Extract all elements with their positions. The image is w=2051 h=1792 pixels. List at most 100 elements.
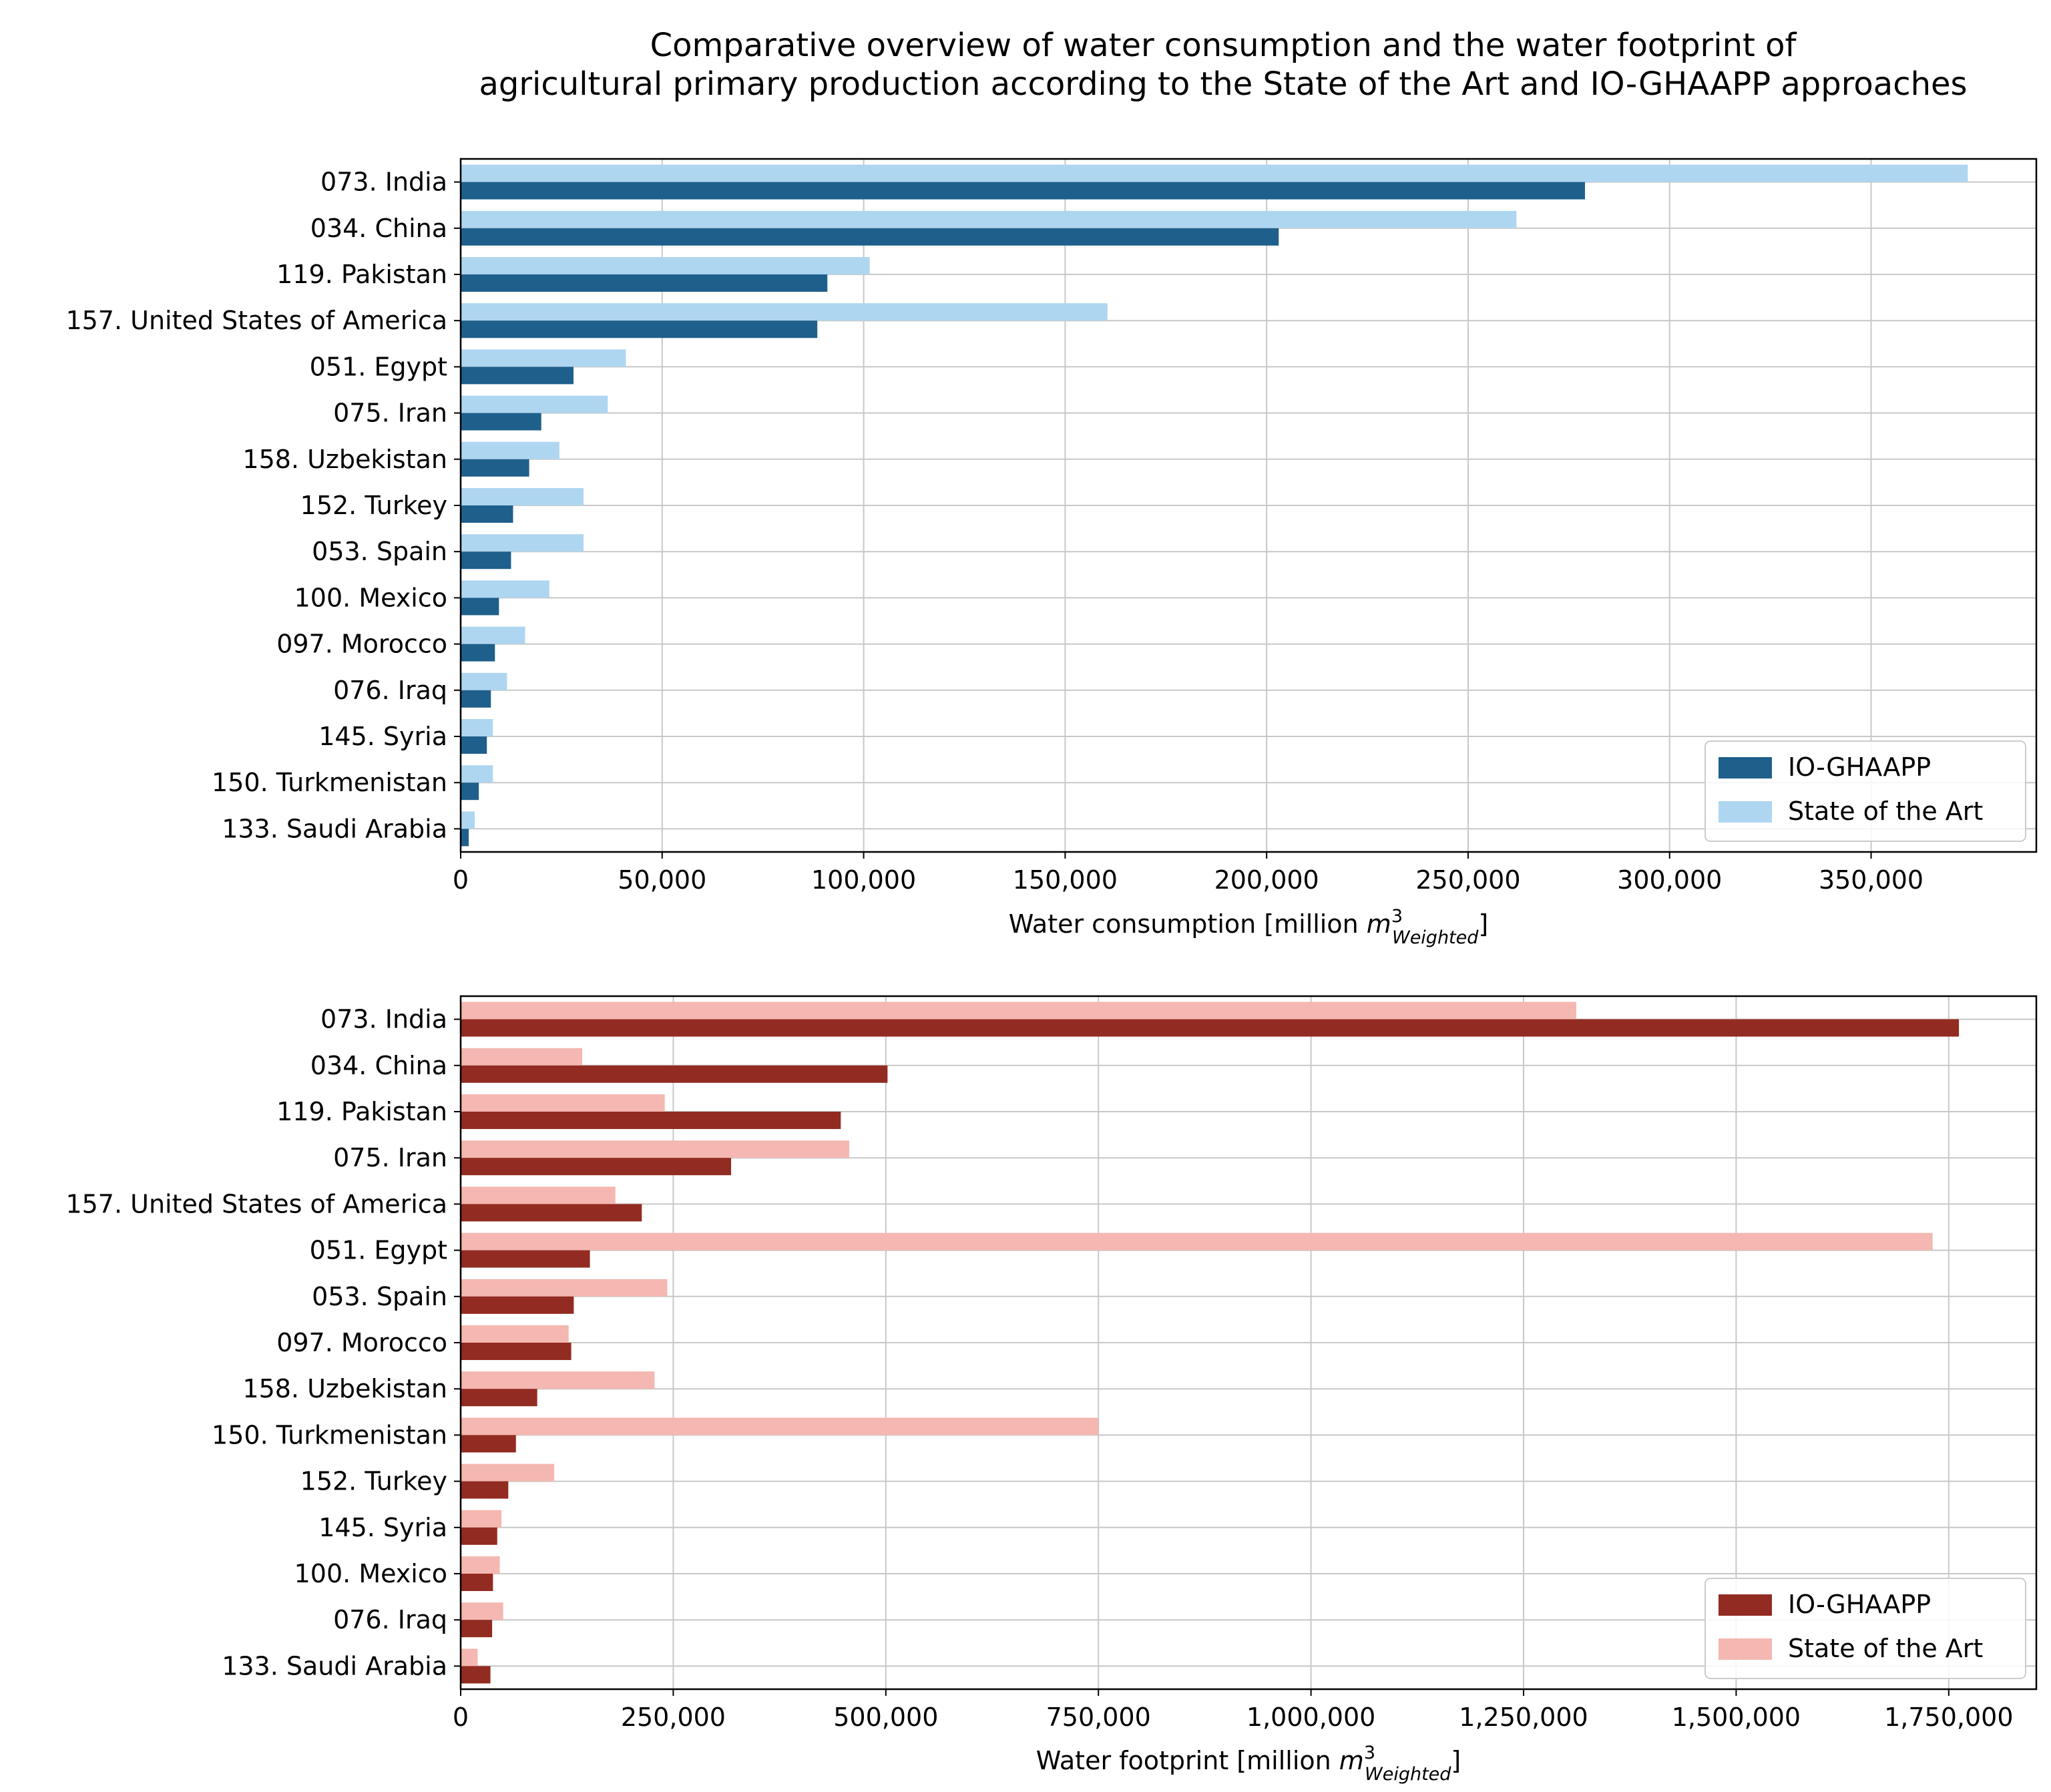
bar-state-of-the-art <box>461 210 1517 228</box>
bar-io-ghaapp <box>461 1389 537 1407</box>
water-consumption-chart: 073. India 034. China 119. Pakistan 157. Un… <box>65 158 2038 948</box>
bar-state-of-the-art <box>461 1510 502 1528</box>
y-tick-label: 152. Turkey <box>300 1467 447 1496</box>
legend-label: State of the Art <box>1788 1634 1983 1663</box>
x-tick-label: 250,000 <box>1415 865 1520 895</box>
bar-io-ghaapp <box>461 367 574 385</box>
figure-title-line-1: Comparative overview of water consumptio… <box>650 27 1797 64</box>
bar-io-ghaapp <box>461 182 1585 200</box>
bar-state-of-the-art <box>461 1186 616 1204</box>
bar-state-of-the-art <box>461 672 507 690</box>
y-tick-label: 073. India <box>320 168 447 197</box>
bar-state-of-the-art <box>461 349 626 367</box>
y-tick-label: 051. Egypt <box>310 1236 447 1265</box>
bar-state-of-the-art <box>461 1325 569 1343</box>
y-tick-label: 157. United States of America <box>65 1189 447 1218</box>
y-tick-label: 075. Iran <box>333 399 447 428</box>
bar-state-of-the-art <box>461 626 525 644</box>
bar-io-ghaapp <box>461 320 818 339</box>
x-tick-label: 0 <box>453 1703 469 1732</box>
legend-box <box>1704 1578 2026 1679</box>
bar-state-of-the-art <box>461 580 549 598</box>
x-tick-label: 50,000 <box>618 865 706 895</box>
legend-label: IO-GHAAPP <box>1788 1590 1931 1619</box>
bar-state-of-the-art <box>461 1094 665 1112</box>
bar-state-of-the-art <box>461 534 584 552</box>
x-tick-label: 250,000 <box>621 1703 726 1732</box>
x-tick-label: 150,000 <box>1013 865 1118 895</box>
bar-state-of-the-art <box>461 488 584 505</box>
y-tick-label: 076. Iraq <box>333 676 447 705</box>
bar-state-of-the-art <box>461 765 493 783</box>
bar-state-of-the-art <box>461 811 475 829</box>
bar-io-ghaapp <box>461 1481 509 1499</box>
legend-swatch <box>1719 1638 1772 1660</box>
y-tick-label: 076. Iraq <box>333 1605 447 1634</box>
x-tick-label: 100,000 <box>811 865 916 895</box>
y-tick-label: 145. Syria <box>318 722 447 751</box>
x-tick-label: 350,000 <box>1819 865 1923 895</box>
y-tick-label: 119. Pakistan <box>276 260 447 289</box>
bar-io-ghaapp <box>461 1296 574 1314</box>
bar-state-of-the-art <box>461 257 870 274</box>
y-tick-label: 158. Uzbekistan <box>242 445 447 474</box>
bar-state-of-the-art <box>461 1648 478 1666</box>
y-tick-label: 119. Pakistan <box>276 1097 447 1126</box>
bar-io-ghaapp <box>461 736 487 754</box>
y-tick-label: 097. Morocco <box>276 630 447 659</box>
bar-io-ghaapp <box>461 829 469 847</box>
y-tick-label: 034. China <box>310 1051 447 1080</box>
x-axis-label: Water consumption [million m3 Weighted] <box>1009 906 1488 948</box>
y-tick-label: 053. Spain <box>312 537 447 566</box>
water-footprint-chart: 073. India 034. China 119. Pakistan 075. Ir… <box>65 995 2038 1785</box>
bar-state-of-the-art <box>461 1464 555 1482</box>
y-tick-label: 158. Uzbekistan <box>242 1374 447 1403</box>
x-tick-label: 300,000 <box>1617 865 1722 895</box>
bar-io-ghaapp <box>461 1574 493 1591</box>
bar-state-of-the-art <box>461 441 559 459</box>
bar-state-of-the-art <box>461 1602 503 1620</box>
legend-label: IO-GHAAPP <box>1788 752 1931 782</box>
y-tick-label: 051. Egypt <box>310 352 447 381</box>
x-tick-label: 750,000 <box>1046 1703 1151 1732</box>
bar-io-ghaapp <box>461 1112 841 1129</box>
bar-io-ghaapp <box>461 551 511 570</box>
bar-state-of-the-art <box>461 1001 1576 1020</box>
y-tick-label: 150. Turkmenistan <box>212 1420 447 1449</box>
bar-io-ghaapp <box>461 598 499 616</box>
y-tick-label: 073. India <box>320 1005 447 1034</box>
bar-io-ghaapp <box>461 1019 1960 1037</box>
bar-io-ghaapp <box>461 1435 516 1453</box>
y-tick-label: 152. Turkey <box>300 491 447 520</box>
bar-state-of-the-art <box>461 1048 583 1066</box>
x-tick-label: 1,000,000 <box>1246 1703 1375 1732</box>
bar-io-ghaapp <box>461 1620 493 1638</box>
bar-state-of-the-art <box>461 1556 500 1574</box>
bar-io-ghaapp <box>461 1343 572 1360</box>
bar-io-ghaapp <box>461 505 513 523</box>
x-axis-label: Water footprint [million m3 Weighted] <box>1036 1743 1461 1785</box>
bar-io-ghaapp <box>461 690 491 708</box>
bar-state-of-the-art <box>461 1140 850 1158</box>
bar-io-ghaapp <box>461 1204 642 1222</box>
legend-swatch <box>1719 757 1772 778</box>
bar-io-ghaapp <box>461 413 541 431</box>
y-tick-label: 133. Saudi Arabia <box>222 1651 447 1681</box>
bar-state-of-the-art <box>461 395 608 413</box>
bar-state-of-the-art <box>461 1279 668 1297</box>
bar-io-ghaapp <box>461 459 529 477</box>
y-tick-label: 053. Spain <box>312 1282 447 1311</box>
x-tick-label: 0 <box>453 865 469 895</box>
bar-io-ghaapp <box>461 1065 888 1083</box>
x-tick-label: 1,250,000 <box>1459 1703 1588 1732</box>
figure-title-line-2: agricultural primary production accordin… <box>479 65 1967 103</box>
legend-label: State of the Art <box>1788 797 1983 826</box>
bar-state-of-the-art <box>461 719 493 736</box>
bar-io-ghaapp <box>461 228 1279 246</box>
legend-swatch <box>1719 1594 1772 1616</box>
bar-io-ghaapp <box>461 1527 497 1545</box>
y-tick-label: 075. Iran <box>333 1143 447 1172</box>
y-tick-label: 100. Mexico <box>294 583 447 612</box>
